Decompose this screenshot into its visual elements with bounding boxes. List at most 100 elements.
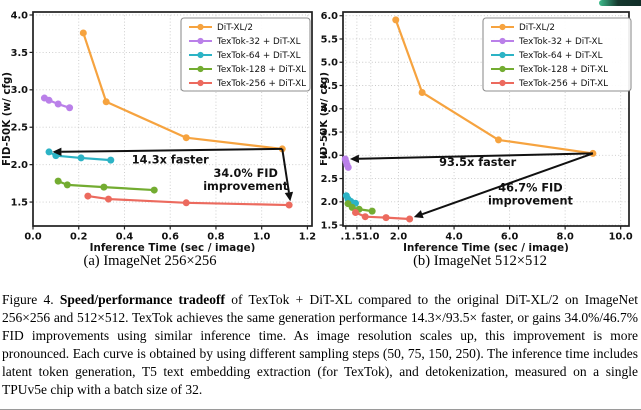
data-point xyxy=(348,203,356,211)
svg-text:.1: .1 xyxy=(341,232,352,243)
cropped-browser-chip[interactable] xyxy=(599,0,641,6)
x-axis-label: Inference Time (sec / image) xyxy=(90,242,256,252)
subcaption-a: (a) ImageNet 256×256 xyxy=(83,253,217,269)
data-point xyxy=(285,201,293,209)
svg-text:5.0: 5.0 xyxy=(321,58,339,69)
legend-marker xyxy=(197,23,204,31)
data-point xyxy=(361,213,369,221)
data-point xyxy=(406,215,414,223)
data-point xyxy=(368,207,376,215)
legend-item: TexTok-64 + DiT-XL xyxy=(189,51,301,61)
legend: DiT-XL/2 TexTok-32 + DiT-XL TexTok-64 + Di… xyxy=(482,17,632,92)
data-point xyxy=(382,214,390,222)
axes: 0.0 0.2 0.4 0.6 0.8 1.0 1.2 1.5 2.0 2.5 3.0 3.5 4.0 I… xyxy=(1,10,316,252)
series-textok-256-dit-xl xyxy=(84,192,293,209)
svg-text:1.0: 1.0 xyxy=(362,232,380,243)
caption-bold-title: Speed/performance tradeoff xyxy=(59,292,226,307)
caption-body-text: of TexTok + DiT-XL compared to the origi… xyxy=(2,292,639,398)
legend-label: DiT-XL/2 xyxy=(519,23,555,33)
svg-text:0.8: 0.8 xyxy=(207,232,225,243)
legend-label: TexTok-64 + DiT-XL xyxy=(518,51,603,61)
svg-text:0.2: 0.2 xyxy=(70,232,87,243)
legend: DiT-XL/2 TexTok-32 + DiT-XL TexTok-64 + Di… xyxy=(180,17,311,92)
legend-marker xyxy=(197,65,204,73)
data-point xyxy=(45,148,53,156)
legend-item: TexTok-64 + DiT-XL xyxy=(491,51,603,61)
data-point xyxy=(100,183,108,191)
annotations: 93.5x faster 46.7% FID improvement xyxy=(439,156,573,208)
plot-border xyxy=(342,11,630,227)
annotation-text: 46.7% FID improvement xyxy=(488,181,574,207)
subcaption-b: (b) ImageNet 512×512 xyxy=(413,253,547,269)
legend-label: TexTok-32 + DiT-XL xyxy=(216,37,301,47)
svg-text:2.0: 2.0 xyxy=(390,232,408,243)
legend-marker xyxy=(499,23,506,31)
series-textok-128-dit-xl xyxy=(54,177,158,194)
svg-text:3.0: 3.0 xyxy=(11,85,29,96)
annotation-arrows xyxy=(52,147,294,202)
annotation-text: 14.3x faster xyxy=(132,153,209,166)
svg-text:0.6: 0.6 xyxy=(162,232,180,243)
series-textok-256-dit-xl xyxy=(351,209,414,223)
svg-text:1.5: 1.5 xyxy=(11,197,29,208)
legend-item: TexTok-256 + DiT-XL xyxy=(189,79,306,89)
data-point xyxy=(54,177,62,185)
plot-border xyxy=(32,11,313,227)
data-point xyxy=(84,192,92,200)
svg-text:3.5: 3.5 xyxy=(11,48,29,59)
axes: .1.5 1.0 2.0 4.0 6.0 8.0 10.0 1.5 2.0 2.5 3.0 3.5 4.… xyxy=(320,11,633,252)
data-point xyxy=(77,154,85,162)
y-axis-label: FID-50K (w/ cfg) xyxy=(1,72,13,166)
data-point xyxy=(79,29,87,37)
legend-item: TexTok-128 + DiT-XL xyxy=(491,65,608,75)
svg-text:0.0: 0.0 xyxy=(24,232,42,243)
legend-label: TexTok-64 + DiT-XL xyxy=(216,51,301,61)
data-point xyxy=(344,163,352,171)
legend-label: TexTok-32 + DiT-XL xyxy=(518,37,603,47)
svg-text:0.4: 0.4 xyxy=(116,232,134,243)
svg-text:2.0: 2.0 xyxy=(321,197,339,208)
data-point xyxy=(54,100,62,108)
data-point xyxy=(104,195,112,203)
legend-item: DiT-XL/2 xyxy=(491,23,555,33)
data-point xyxy=(589,149,597,157)
data-point xyxy=(392,16,400,24)
data-point xyxy=(63,181,71,189)
series-textok-128-dit-xl xyxy=(344,200,376,215)
series-textok-32-dit-xl xyxy=(341,155,352,171)
legend-item: DiT-XL/2 xyxy=(189,23,253,33)
data-point xyxy=(418,88,426,96)
svg-text:3.5: 3.5 xyxy=(321,127,339,138)
svg-text:3.0: 3.0 xyxy=(321,151,339,162)
legend-label: DiT-XL/2 xyxy=(217,23,253,33)
series-textok-32-dit-xl xyxy=(40,94,74,112)
annotation-text: 93.5x faster xyxy=(439,156,516,169)
data-point xyxy=(102,98,110,106)
y-axis-label: FID-50K (w/ cfg) xyxy=(320,72,330,166)
svg-text:.5: .5 xyxy=(352,232,363,243)
caption-figure-label: Figure 4. xyxy=(2,292,60,307)
legend-marker xyxy=(197,37,204,45)
svg-text:4.0: 4.0 xyxy=(321,104,339,115)
svg-text:2.5: 2.5 xyxy=(321,174,339,185)
data-point xyxy=(107,156,115,164)
annotation-text: 34.0% FID improvement xyxy=(203,167,289,193)
legend-item: TexTok-128 + DiT-XL xyxy=(189,65,306,75)
annotation-arrows xyxy=(349,152,594,219)
legend-marker xyxy=(499,51,506,59)
legend-label: TexTok-256 + DiT-XL xyxy=(518,79,608,89)
imagenet-256-chart: 0.0 0.2 0.4 0.6 0.8 1.0 1.2 1.5 2.0 2.5 3.0 3.5 4.0 I… xyxy=(1,10,316,252)
imagenet-512-chart: .1.5 1.0 2.0 4.0 6.0 8.0 10.0 1.5 2.0 2.5 3.0 3.5 4.… xyxy=(320,11,633,252)
svg-text:10.0: 10.0 xyxy=(609,232,633,243)
legend-item: TexTok-32 + DiT-XL xyxy=(189,37,301,47)
data-point xyxy=(150,186,158,194)
svg-text:6.0: 6.0 xyxy=(501,232,519,243)
series-textok-64-dit-xl xyxy=(45,148,115,164)
data-point xyxy=(494,136,502,144)
svg-text:4.0: 4.0 xyxy=(445,232,463,243)
svg-text:1.0: 1.0 xyxy=(253,232,271,243)
svg-text:6.0: 6.0 xyxy=(321,11,339,22)
data-point xyxy=(182,199,190,207)
legend-marker xyxy=(197,79,204,87)
